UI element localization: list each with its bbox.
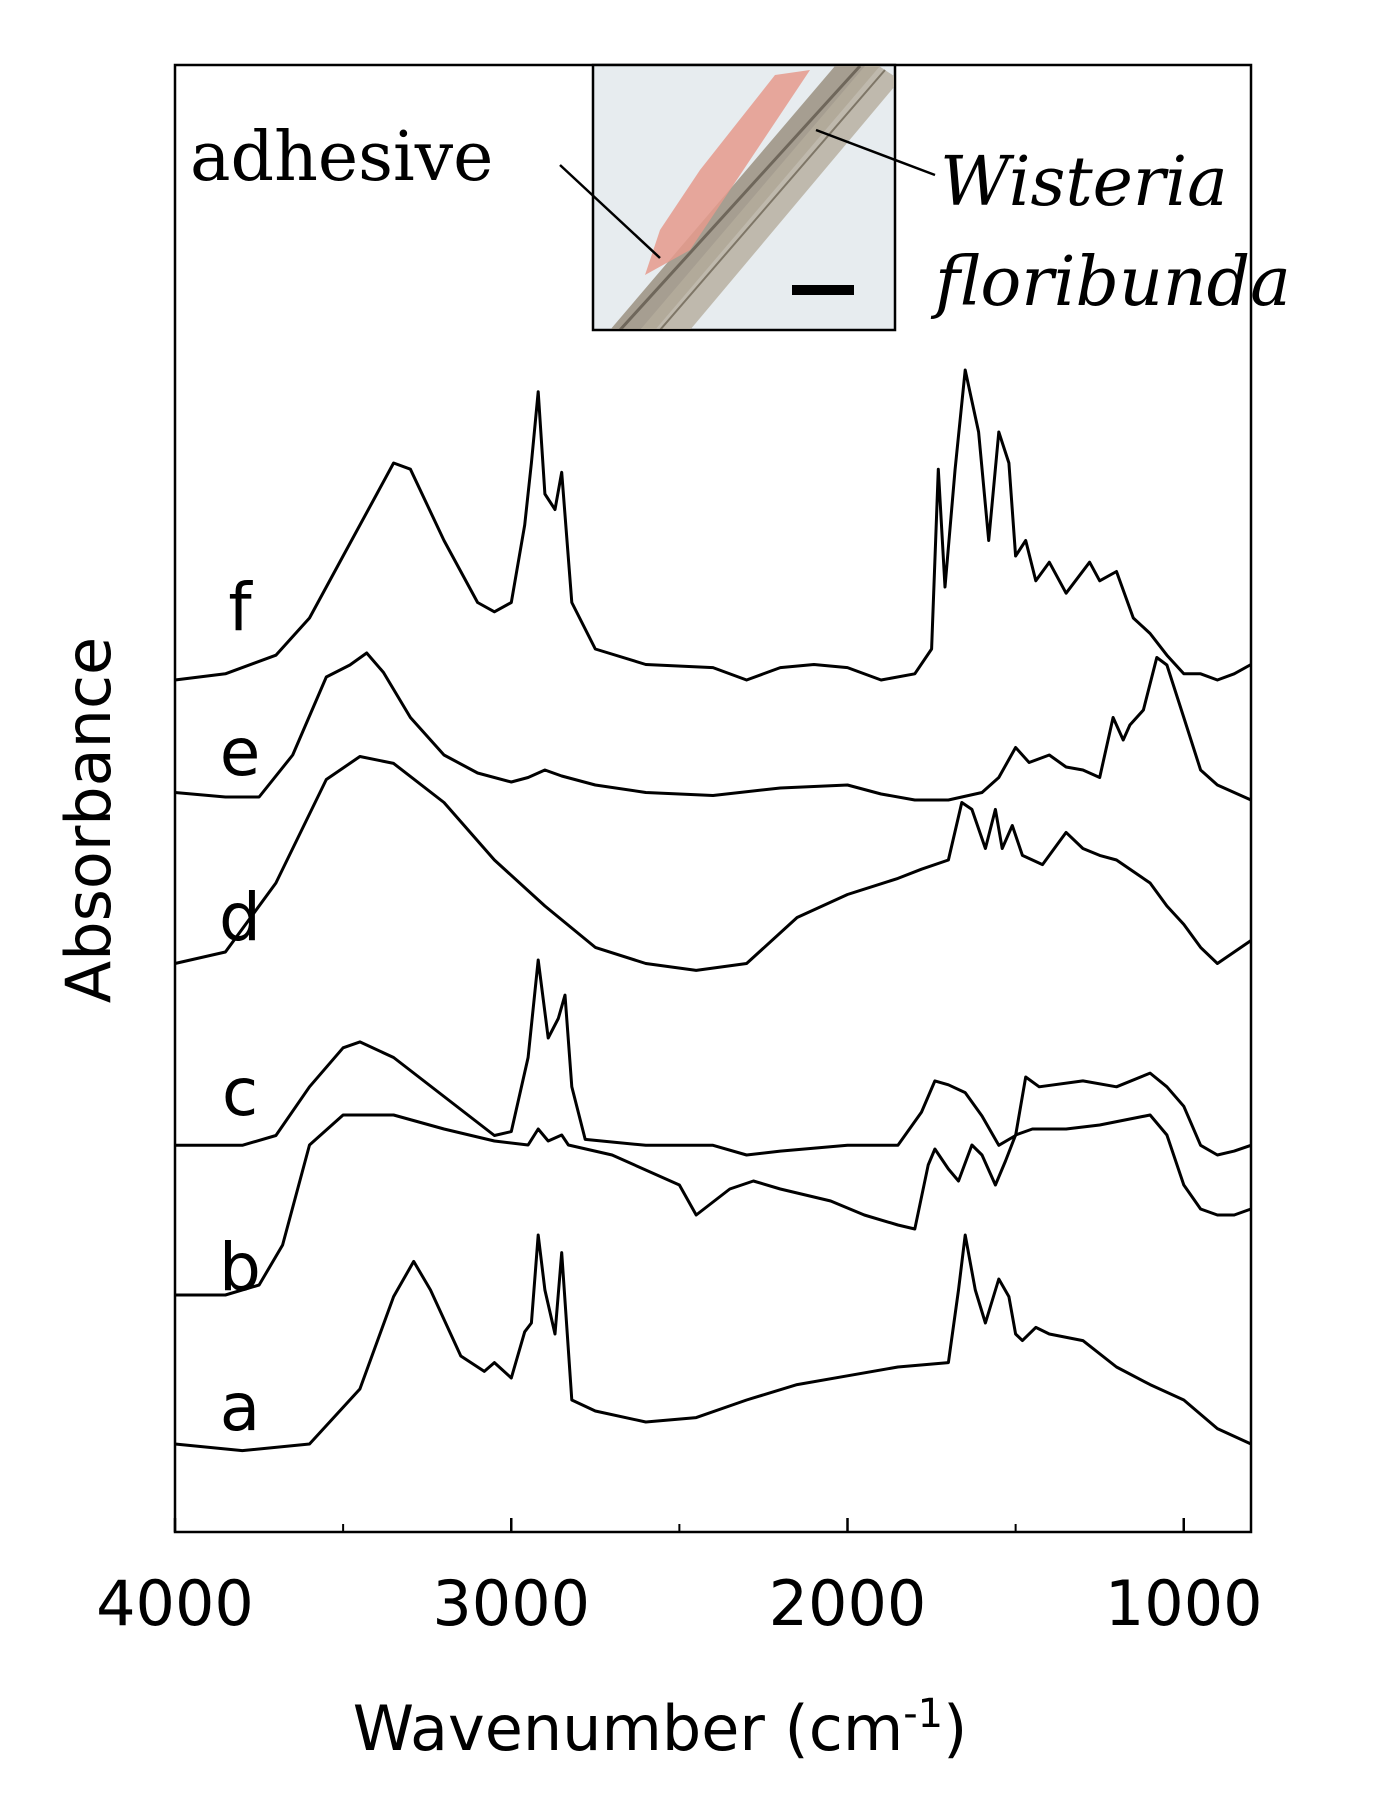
series-group xyxy=(174,368,1252,1453)
x-axis-label-main: Wavenumber (cm xyxy=(353,1692,904,1765)
fiber-line xyxy=(618,66,862,329)
series-tag-d: d xyxy=(219,879,261,956)
scale-bar xyxy=(792,285,854,295)
fiber-line-2 xyxy=(659,69,886,329)
series-line-f xyxy=(174,368,1252,682)
series-tag-b: b xyxy=(219,1229,261,1306)
series-tag-f: f xyxy=(228,569,253,646)
adhesive-pointer xyxy=(559,164,661,259)
x-axis-label-sup: -1 xyxy=(903,1691,943,1737)
series-line-a xyxy=(174,1233,1252,1453)
series-line-c xyxy=(175,958,1252,1157)
fiber-image xyxy=(610,66,894,329)
x-tick-label-3: 1000 xyxy=(1105,1567,1263,1640)
series-tags: ab c d ef xyxy=(219,569,261,1446)
x-axis-ticks: 4000 3000 2000 1000 xyxy=(96,1518,1263,1640)
series-line-b xyxy=(175,1113,1252,1297)
x-axis-label-close: ) xyxy=(943,1692,967,1765)
wisteria-label-line2: floribunda xyxy=(930,243,1291,322)
x-axis-label: Wavenumber (cm-1) xyxy=(353,1691,968,1765)
wisteria-label-line1: Wisteria xyxy=(940,143,1228,222)
wisteria-pointer xyxy=(815,128,936,177)
adhesive-label: adhesive xyxy=(190,118,493,197)
adhesive-patch xyxy=(645,70,810,275)
x-tick-label-1: 3000 xyxy=(432,1567,590,1640)
inset-micrograph: adhesive Wisteria floribunda xyxy=(190,63,1291,332)
series-line-e xyxy=(174,651,1252,802)
series-tag-a: a xyxy=(220,1369,260,1446)
series-line-d xyxy=(174,755,1252,972)
series-tag-c: c xyxy=(222,1054,258,1131)
y-axis-label: Absorbance xyxy=(52,637,125,1003)
x-tick-label-0: 4000 xyxy=(96,1567,254,1640)
series-tag-e: e xyxy=(220,714,261,791)
x-tick-label-2: 2000 xyxy=(769,1567,927,1640)
